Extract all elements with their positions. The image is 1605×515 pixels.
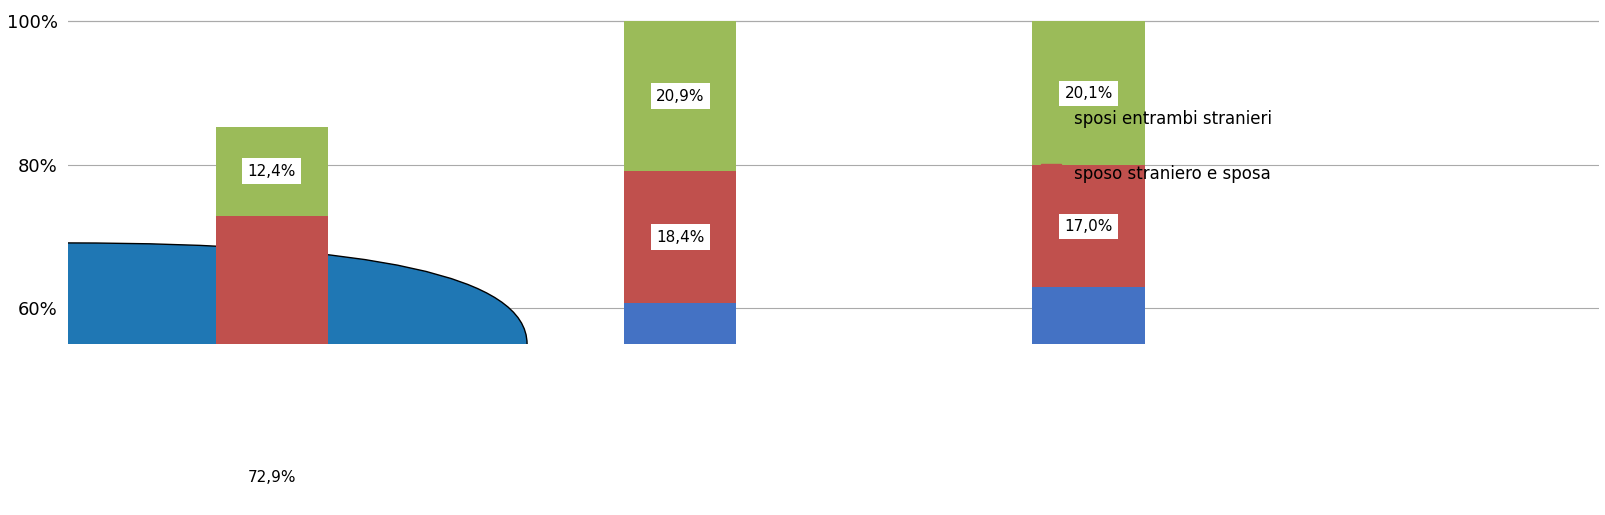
Bar xyxy=(624,21,737,171)
Text: 17,0%: 17,0% xyxy=(1064,219,1112,234)
Text: 72,9%: 72,9% xyxy=(247,470,295,485)
Text: 12,4%: 12,4% xyxy=(247,164,295,179)
Text: 18,4%: 18,4% xyxy=(655,230,705,245)
FancyBboxPatch shape xyxy=(0,243,526,445)
Bar xyxy=(215,127,327,216)
Bar xyxy=(1032,21,1144,165)
Bar xyxy=(215,216,327,515)
Bar xyxy=(624,171,737,303)
Text: 20,9%: 20,9% xyxy=(655,89,705,104)
Text: 20,1%: 20,1% xyxy=(1064,86,1112,101)
Bar xyxy=(1032,287,1144,515)
Bar xyxy=(1032,165,1144,287)
Bar xyxy=(624,303,737,515)
Legend: sposi entrambi stranieri, sposo straniero e sposa: sposi entrambi stranieri, sposo stranier… xyxy=(1040,110,1271,183)
